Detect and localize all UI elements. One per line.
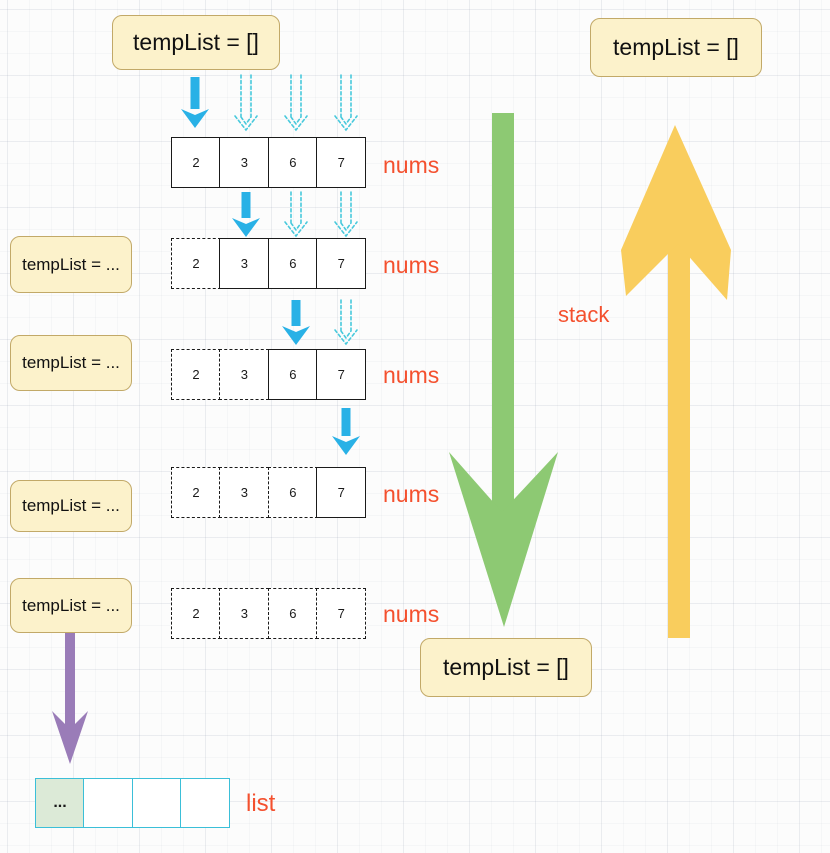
nums-label-4: nums (383, 481, 440, 507)
nums-cell: 3 (219, 137, 270, 188)
list-cell (83, 778, 134, 828)
nums-cell: 2 (171, 467, 221, 518)
nums-cell: 2 (171, 238, 221, 289)
nums-array-row-5: 2 3 6 7 (171, 588, 367, 639)
nums-cell: 7 (316, 137, 367, 188)
nums-cell: 3 (219, 349, 270, 400)
templist-note-bottom-mid: tempList = [] (420, 638, 592, 697)
cyan-solid-down-arrow (232, 192, 260, 237)
nums-cell: 7 (316, 349, 367, 400)
list-cell (180, 778, 231, 828)
nums-cell: 6 (267, 588, 318, 639)
cyan-dashed-down-arrow (234, 74, 258, 132)
list-label: list (246, 790, 276, 817)
list-array: ... (35, 778, 231, 828)
green-down-arrow (449, 113, 558, 627)
nums-label-2: nums (383, 252, 440, 278)
nums-cell: 7 (316, 467, 367, 518)
nums-array-row-2: 2 3 6 7 (171, 238, 367, 289)
templist-note-top-left: tempList = [] (112, 15, 280, 70)
cyan-solid-down-arrow (282, 300, 310, 345)
cyan-dashed-down-arrow (284, 74, 308, 132)
nums-cell: 6 (267, 467, 318, 518)
cyan-dashed-down-arrow (334, 74, 358, 132)
templist-note-left-1: tempList = ... (10, 236, 132, 293)
list-cell: ... (35, 778, 85, 828)
cyan-solid-down-arrow (181, 77, 209, 128)
nums-cell: 7 (316, 588, 367, 639)
stack-label: stack (558, 302, 610, 327)
cyan-dashed-down-arrow (334, 191, 358, 238)
templist-note-left-4: tempList = ... (10, 578, 132, 633)
cyan-solid-down-arrow (332, 408, 360, 455)
nums-cell: 6 (267, 137, 318, 188)
nums-array-row-1: 2 3 6 7 (171, 137, 367, 188)
cyan-dashed-down-arrow (284, 191, 308, 238)
cyan-dashed-down-arrows (234, 74, 358, 346)
purple-down-arrow (52, 633, 88, 764)
cyan-dashed-down-arrow (334, 299, 358, 346)
nums-cell: 2 (171, 137, 221, 188)
nums-cell: 3 (219, 238, 270, 289)
nums-cell: 2 (171, 588, 221, 639)
templist-note-left-2: tempList = ... (10, 335, 132, 391)
nums-cell: 6 (267, 349, 318, 400)
nums-cell: 3 (219, 588, 270, 639)
nums-label-3: nums (383, 362, 440, 388)
nums-cell: 3 (219, 467, 270, 518)
templist-note-left-3: tempList = ... (10, 480, 132, 532)
templist-note-top-right: tempList = [] (590, 18, 762, 77)
nums-array-row-4: 2 3 6 7 (171, 467, 367, 518)
nums-cell: 6 (267, 238, 318, 289)
nums-array-row-3: 2 3 6 7 (171, 349, 367, 400)
nums-cell: 2 (171, 349, 221, 400)
yellow-up-arrow (621, 125, 731, 638)
nums-label-5: nums (383, 601, 440, 627)
nums-label-1: nums (383, 152, 440, 178)
nums-cell: 7 (316, 238, 367, 289)
list-cell (131, 778, 182, 828)
